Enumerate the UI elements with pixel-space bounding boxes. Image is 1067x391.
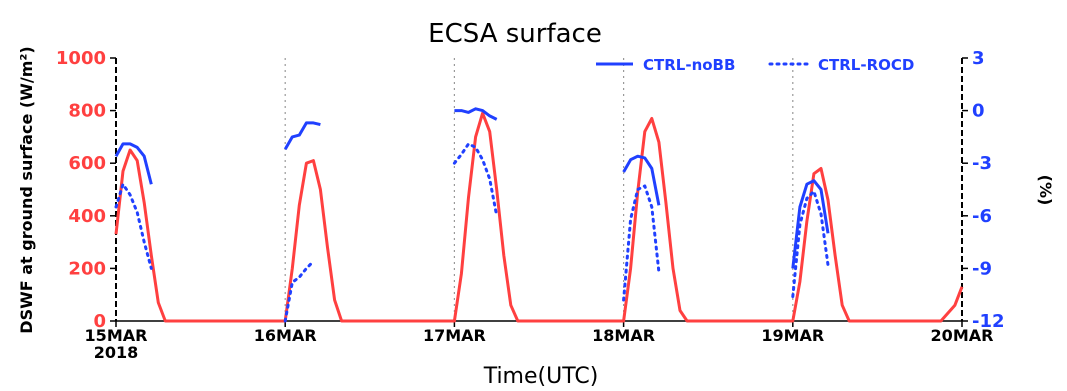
series-line-ctrl-rocd [283,259,315,323]
chart-title: ECSA surface [428,19,602,49]
y-tick-label-right: 0 [972,101,985,122]
x-tick-label: 2018 [94,343,139,362]
y-axis-label-left: DSWF at ground surface (W/m²) [17,46,36,333]
y-tick-label-left: 800 [68,101,106,122]
y-tick-label-left: 0 [93,311,106,332]
y-tick-label-left: 400 [68,206,106,227]
x-tick-label: 19MAR [761,326,824,345]
x-axis-label: Time(UTC) [483,364,599,389]
x-tick-label: 15MAR [85,326,148,345]
y-tick-label-right: 3 [972,48,985,69]
legend: CTRL-noBB CTRL-ROCD [596,56,914,74]
y-tick-label-right: -12 [972,311,1005,332]
series-line-ctrl-nobb [114,142,153,185]
series-line-ctrl-rocd [114,182,153,270]
series-line-dswf [114,111,964,323]
x-tick-label: 16MAR [254,326,317,345]
y-tick-label-left: 600 [68,153,106,174]
y-tick-label-right: -6 [972,206,992,227]
series-line-ctrl-nobb [283,121,321,150]
series-line-ctrl-rocd [452,142,499,218]
legend-label-noBB: CTRL-noBB [643,56,735,74]
y-tick-label-right: -9 [972,258,992,279]
series-line-ctrl-rocd [622,184,661,302]
x-tick-label: 18MAR [592,326,655,345]
x-tick-label: 17MAR [423,326,486,345]
series-line-ctrl-nobb [454,107,498,121]
x-tick-label: 20MAR [931,326,994,345]
y-tick-label-left: 1000 [56,48,106,69]
y-tick-label-left: 200 [68,258,106,279]
series-line-ctrl-rocd [791,189,830,298]
series-line-ctrl-nobb [622,154,661,206]
y-axis-label-right: (%) [1036,175,1055,206]
legend-label-ROCD: CTRL-ROCD [818,56,914,74]
y-tick-label-right: -3 [972,153,992,174]
series-line-ctrl-nobb [791,179,830,269]
